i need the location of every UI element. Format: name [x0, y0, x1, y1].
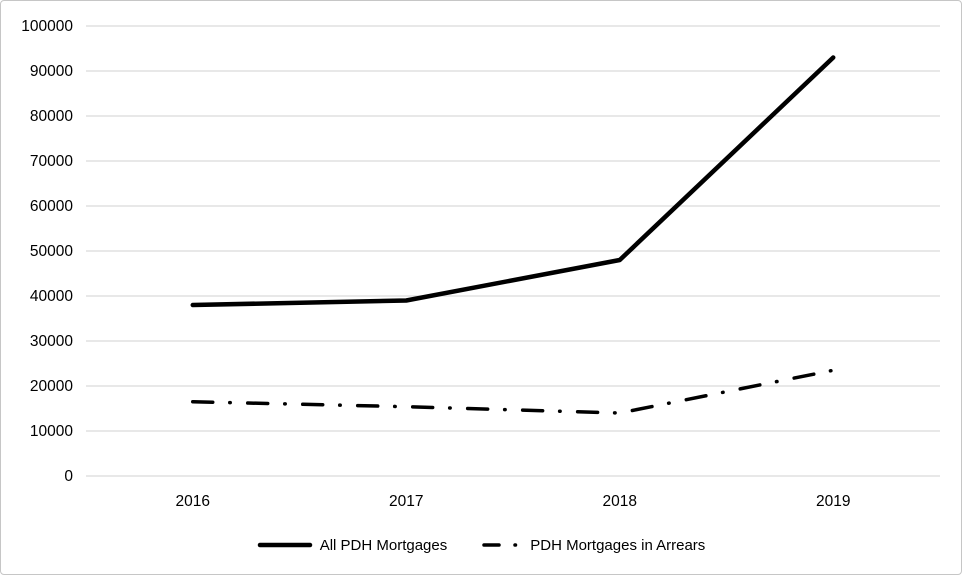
legend-label-pdh-mortgages-in-arrears: PDH Mortgages in Arrears: [530, 536, 706, 554]
y-axis-tick-label: 60000: [30, 198, 73, 215]
y-axis-tick-label: 80000: [30, 108, 73, 125]
y-axis-tick-label: 10000: [30, 423, 73, 440]
chart-legend: All PDH Mortgages PDH Mortgages in Arrea…: [1, 532, 961, 558]
series-line-0: [190, 55, 836, 308]
x-axis-tick-label: 2017: [389, 493, 423, 510]
x-axis-tick-label: 2018: [603, 493, 637, 510]
legend-item-all-pdh-mortgages: All PDH Mortgages: [257, 536, 448, 554]
x-axis-tick-label: 2019: [816, 493, 850, 510]
legend-item-pdh-mortgages-in-arrears: PDH Mortgages in Arrears: [481, 537, 705, 554]
x-axis-tick-label: 2016: [176, 493, 210, 510]
y-axis-tick-label: 70000: [30, 153, 73, 170]
legend-solid-line-icon: [257, 542, 312, 548]
y-axis-tick-label: 20000: [30, 378, 73, 395]
series-line-1: [191, 368, 835, 415]
y-axis-tick-label: 100000: [21, 18, 73, 35]
y-axis-tick-label: 30000: [30, 333, 73, 350]
y-axis-tick-label: 40000: [30, 288, 73, 305]
legend-dash-dot-line-icon: [482, 543, 522, 547]
legend-label-all-pdh-mortgages: All PDH Mortgages: [319, 536, 448, 554]
y-axis-tick-label: 50000: [30, 243, 73, 260]
y-axis-tick-label: 90000: [30, 63, 73, 80]
y-axis-tick-label: 0: [64, 468, 73, 485]
